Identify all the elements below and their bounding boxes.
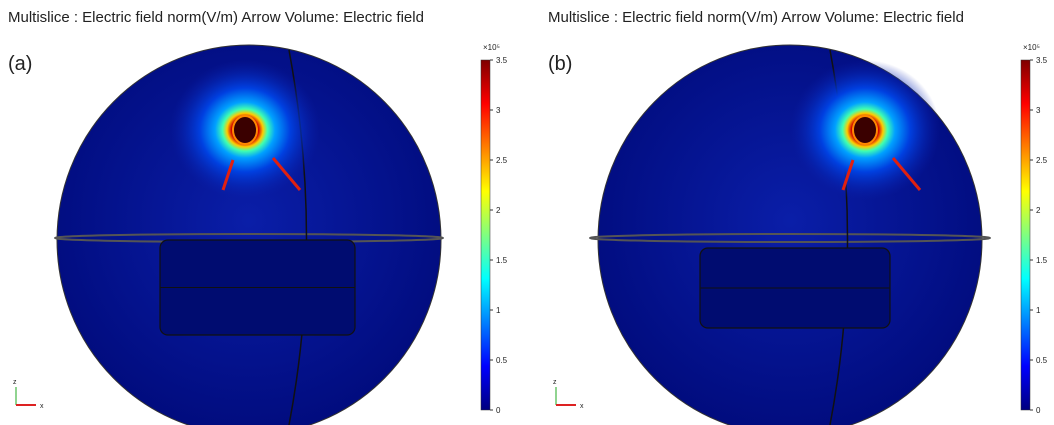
- colorbar-tick-label: 3: [496, 106, 501, 115]
- field-arrow: [841, 159, 855, 191]
- colorbar-multiplier: ×10⁵: [483, 43, 500, 52]
- panel-title: Multislice : Electric field norm(V/m) Ar…: [548, 9, 964, 26]
- field-arrow: [891, 157, 922, 191]
- colorbar-tick-label: 3.5: [496, 56, 508, 65]
- colorbar-tick-label: 0.5: [496, 356, 508, 365]
- colorbar-tick-label: 0.5: [1036, 356, 1048, 365]
- hot-core: [852, 115, 878, 145]
- axis-x-label: x: [580, 403, 584, 410]
- colorbar-tick-label: 1: [1036, 306, 1041, 315]
- colorbar-multiplier: ×10⁵: [1023, 43, 1040, 52]
- panel-title: Multislice : Electric field norm(V/m) Ar…: [8, 9, 424, 26]
- colorbar-tick-label: 1: [496, 306, 501, 315]
- colorbar-tick-label: 2.5: [1036, 156, 1048, 165]
- field-arrow: [271, 157, 302, 191]
- colorbar-tick-label: 1.5: [1036, 256, 1048, 265]
- equator: [589, 233, 991, 243]
- colorbar-tick-label: 1.5: [496, 256, 508, 265]
- hot-core: [232, 115, 258, 145]
- axis-z-label: z: [13, 379, 17, 386]
- colorbar-tick-label: 3: [1036, 106, 1041, 115]
- colorbar: [1020, 59, 1031, 411]
- panel: Multislice : Electric field norm(V/m) Ar…: [548, 9, 1048, 425]
- colorbar-tick-label: 3.5: [1036, 56, 1048, 65]
- field-arrow: [221, 159, 235, 191]
- colorbar-tick-label: 0: [1036, 406, 1041, 415]
- colorbar-tick-label: 0: [496, 406, 501, 415]
- axis-x-label: x: [40, 403, 44, 410]
- panel-label: (a): [8, 53, 32, 75]
- colorbar: [480, 59, 491, 411]
- panel: Multislice : Electric field norm(V/m) Ar…: [8, 9, 508, 425]
- axis-z-label: z: [553, 379, 557, 386]
- colorbar-tick-label: 2: [496, 206, 501, 215]
- panel-label: (b): [548, 53, 572, 75]
- colorbar-tick-label: 2: [1036, 206, 1041, 215]
- colorbar-tick-label: 2.5: [496, 156, 508, 165]
